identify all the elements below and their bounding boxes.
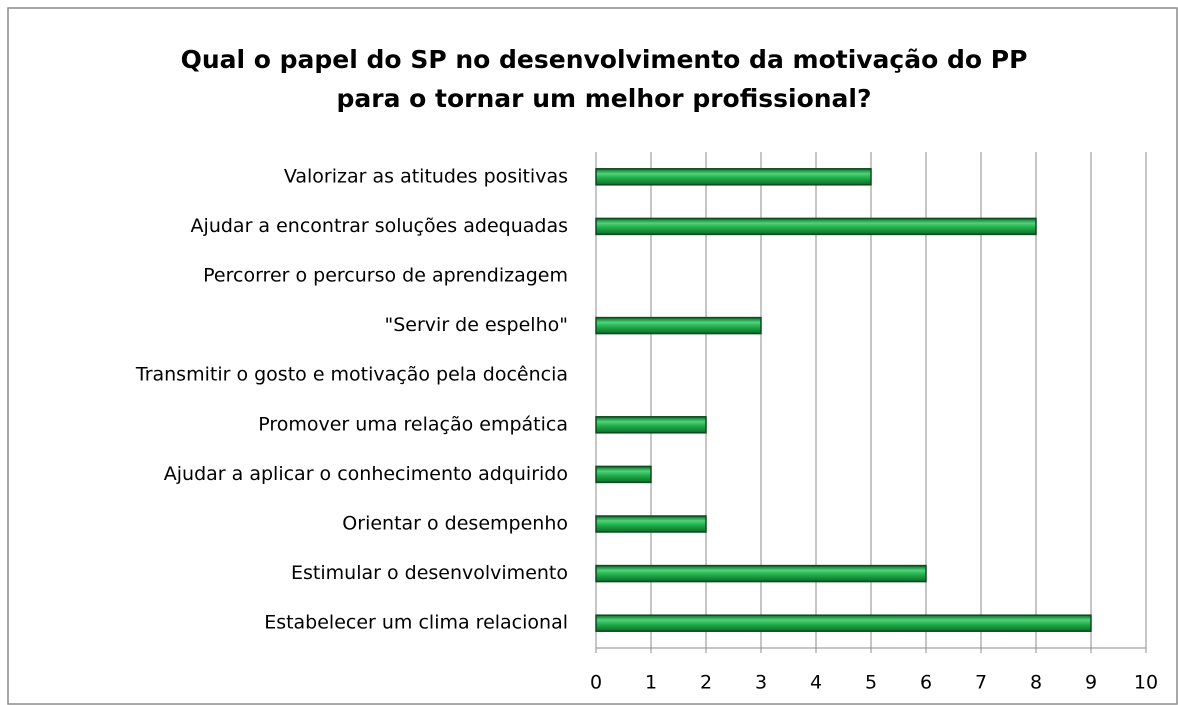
x-tick-label: 0 <box>590 672 602 694</box>
y-tick-label: Promover uma relação empática <box>258 413 568 435</box>
chart-border <box>7 7 1178 705</box>
x-tick-label: 9 <box>1085 672 1097 694</box>
bar <box>595 515 707 533</box>
y-tick-label: Estimular o desenvolvimento <box>291 562 568 584</box>
chart-title: para o tornar um melhor profissional? <box>336 84 871 113</box>
x-tick-label: 5 <box>865 672 877 694</box>
y-tick-label: Valorizar as atitudes positivas <box>284 165 568 187</box>
bar <box>595 416 707 434</box>
bar <box>595 614 1092 632</box>
y-tick-label: Estabelecer um clima relacional <box>264 612 568 634</box>
y-tick-label: Ajudar a aplicar o conhecimento adquirid… <box>164 463 568 485</box>
y-tick-label: Transmitir o gosto e motivação pela docê… <box>135 364 568 386</box>
x-tick-label: 7 <box>975 672 987 694</box>
x-tick-label: 6 <box>920 672 932 694</box>
x-tick-label: 3 <box>755 672 767 694</box>
bar <box>595 316 762 335</box>
x-tick-label: 8 <box>1030 672 1042 694</box>
bar <box>595 465 652 484</box>
x-tick-label: 1 <box>645 672 657 694</box>
bar <box>595 564 927 583</box>
y-tick-label: Ajudar a encontrar soluções adequadas <box>191 215 568 237</box>
x-tick-label: 10 <box>1134 672 1158 694</box>
y-tick-label: Percorrer o percurso de aprendizagem <box>203 265 568 287</box>
bar <box>595 168 872 186</box>
chart-title: Qual o papel do SP no desenvolvimento da… <box>181 45 1028 74</box>
x-tick-label: 2 <box>700 672 712 694</box>
x-tick-label: 4 <box>810 672 822 694</box>
y-tick-label: Orientar o desempenho <box>342 513 568 535</box>
bar <box>595 217 1037 236</box>
y-tick-label: "Servir de espelho" <box>385 314 569 336</box>
